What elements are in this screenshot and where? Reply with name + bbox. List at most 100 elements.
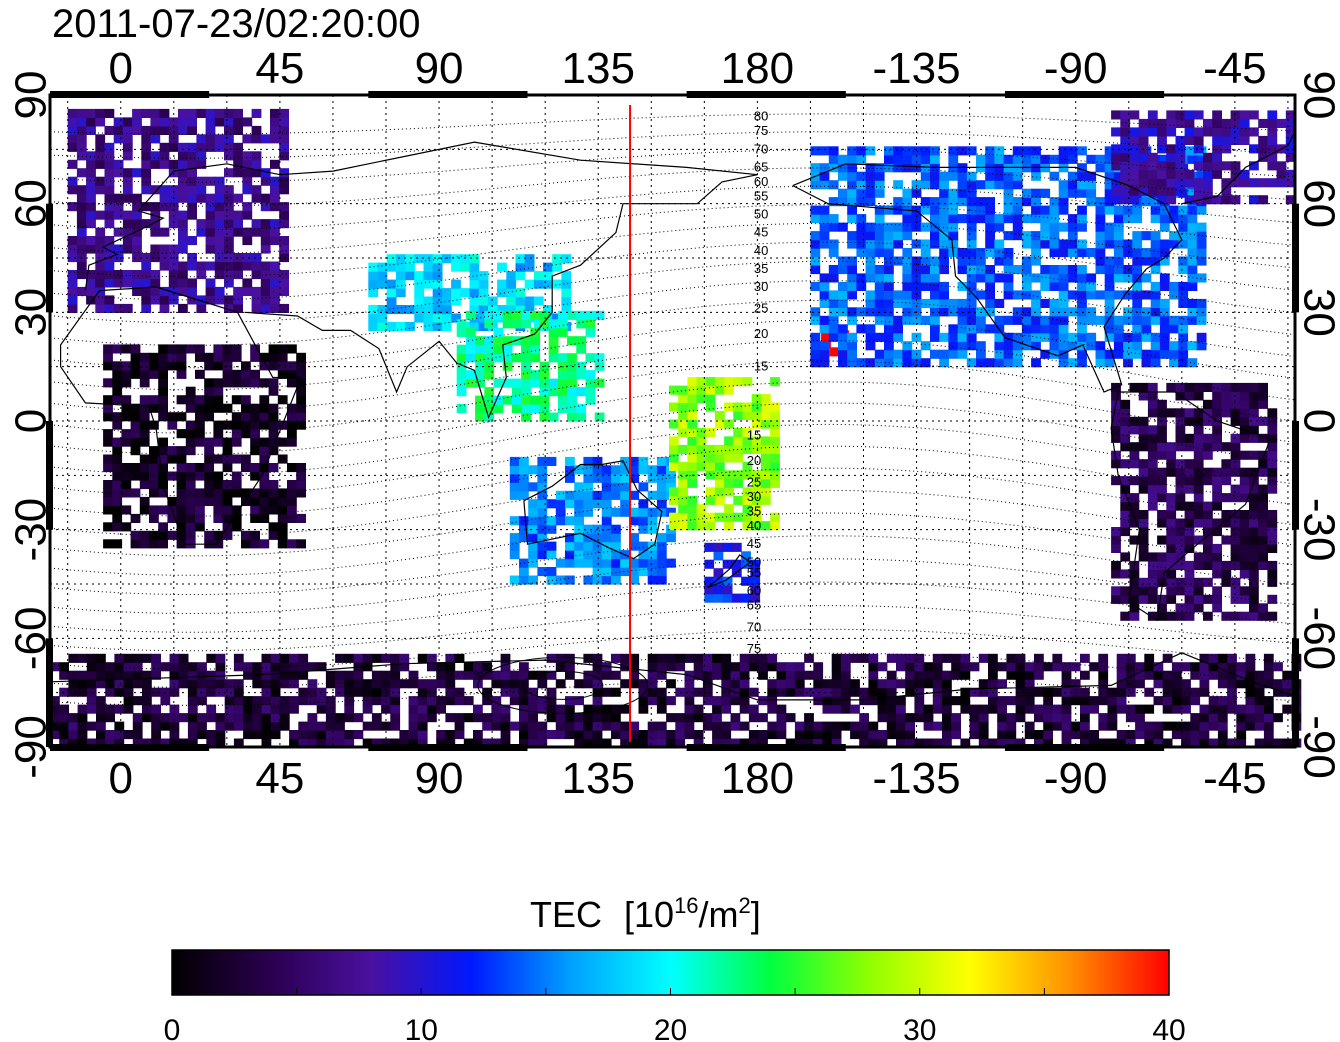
tec-cell	[847, 239, 857, 249]
tec-cell	[1249, 611, 1259, 621]
tec-cell	[122, 244, 133, 254]
tec-cell	[139, 420, 150, 430]
tec-cell	[1187, 146, 1198, 156]
tec-cell	[268, 522, 279, 532]
tec-cell	[1111, 178, 1121, 188]
colorbar: TEC [1016/m2] 0 10 20 30 40	[164, 893, 1186, 1042]
tec-cell	[1058, 290, 1069, 300]
tec-cell	[139, 505, 150, 515]
tec-cell	[822, 687, 833, 697]
tec-cell	[178, 108, 188, 118]
tec-cell	[948, 171, 959, 181]
tec-cell	[647, 662, 658, 672]
tec-cell	[696, 461, 707, 471]
tec-cell	[902, 188, 913, 198]
tec-cell	[1178, 298, 1189, 308]
tec-cell	[714, 444, 725, 454]
tec-cell	[666, 696, 676, 706]
tec-cell	[371, 721, 382, 731]
tec-cell	[722, 585, 733, 595]
tec-cell	[865, 197, 876, 207]
tec-cell	[877, 704, 888, 714]
tec-cell	[368, 279, 379, 289]
tec-cell	[158, 403, 168, 413]
tec-cell	[810, 256, 821, 266]
tec-cell	[1058, 341, 1069, 351]
tec-cell	[1212, 408, 1222, 418]
tec-cell	[555, 653, 566, 663]
tec-cell	[149, 480, 159, 490]
tec-cell	[270, 108, 280, 118]
tec-cell	[473, 730, 483, 740]
tec-cell	[178, 738, 189, 748]
tec-cell	[187, 193, 197, 203]
tec-cell	[515, 262, 526, 272]
tec-cell	[250, 513, 260, 523]
tec-cell	[1031, 248, 1041, 258]
tec-cell	[436, 738, 446, 748]
tec-cell	[167, 361, 178, 371]
tec-cell	[167, 420, 178, 430]
tec-cell	[1095, 154, 1106, 164]
tec-cell	[279, 202, 289, 212]
tec-cell	[847, 273, 857, 283]
tec-cell	[1276, 178, 1287, 188]
tec-cell	[896, 679, 906, 689]
tec-cell	[1217, 738, 1228, 748]
tec-cell	[460, 262, 471, 272]
tec-cell	[158, 454, 168, 464]
tec-cell	[132, 244, 142, 254]
tec-cell	[176, 352, 187, 362]
tec-cell	[112, 437, 123, 447]
tec-cell	[196, 303, 207, 313]
tec-cell	[724, 436, 734, 446]
tec-cell	[1221, 178, 1232, 188]
tec-cell	[693, 653, 704, 663]
tec-cell	[132, 219, 142, 229]
tec-cell	[1239, 382, 1250, 392]
tec-cell	[920, 315, 931, 325]
tec-cell	[1249, 535, 1259, 545]
tec-cell	[678, 461, 688, 471]
tec-cell	[819, 214, 830, 224]
tec-cell	[1249, 161, 1259, 171]
tec-cell	[1098, 670, 1109, 680]
tec-cell	[1249, 110, 1259, 120]
tec-cell	[96, 713, 106, 723]
tec-cell	[215, 721, 226, 731]
tec-cell	[390, 704, 401, 714]
tec-cell	[233, 721, 244, 731]
tec-cell	[185, 437, 196, 447]
tec-cell	[1132, 214, 1143, 224]
tec-cell	[1178, 332, 1189, 342]
tec-cell	[1157, 594, 1167, 604]
tec-cell	[856, 188, 867, 198]
tec-cell	[222, 378, 233, 388]
tec-cell	[687, 394, 698, 404]
tec-cell	[1123, 273, 1133, 283]
tec-cell	[270, 202, 280, 212]
tec-cell	[1147, 493, 1158, 503]
tec-cell	[1104, 324, 1115, 334]
tec-cell	[687, 512, 698, 522]
tec-cell	[847, 307, 857, 317]
tec-cell	[493, 378, 504, 388]
tec-cell	[1120, 195, 1131, 205]
tec-cell	[1113, 205, 1124, 215]
tec-cell	[277, 505, 288, 515]
tec-cell	[224, 142, 234, 152]
tec-cell	[469, 296, 480, 306]
tec-cell	[112, 386, 123, 396]
tec-cell	[1249, 144, 1259, 154]
tec-cell	[942, 670, 952, 680]
tec-cell	[838, 154, 848, 164]
tec-cell	[893, 197, 903, 207]
tec-cell	[914, 704, 925, 714]
tec-cell	[893, 239, 903, 249]
tec-cell	[1285, 127, 1296, 137]
tec-cell	[1040, 205, 1051, 215]
tec-cell	[1012, 265, 1023, 275]
tec-cell	[1217, 679, 1228, 689]
tec-cell	[859, 713, 869, 723]
tec-cell	[1190, 721, 1201, 731]
